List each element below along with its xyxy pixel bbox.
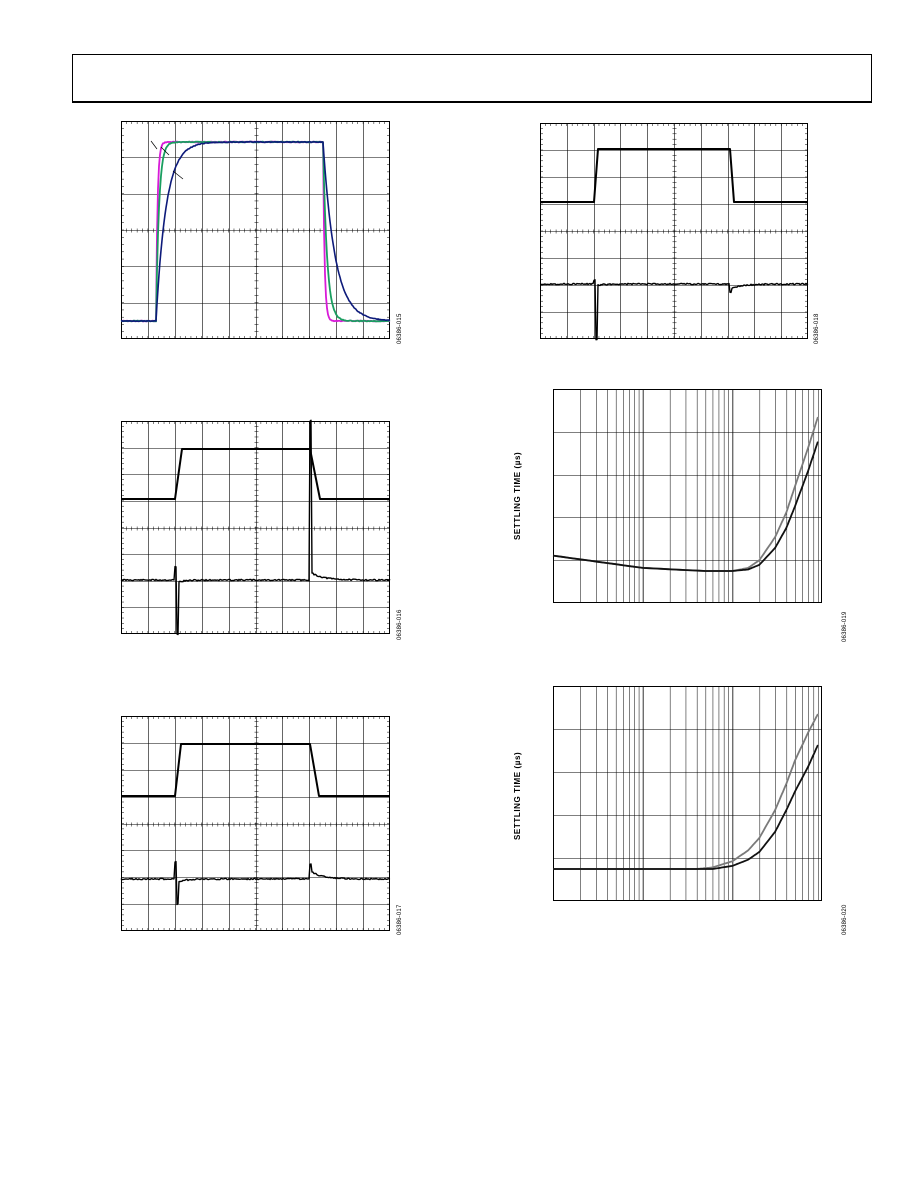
trace-pointer-arrow-2 [160,146,170,156]
figure-6-settling-plot [553,686,822,901]
response-trace-3 [120,140,391,323]
figure-1-id: 06386-015 [397,313,403,345]
figure-6-id: 06386-020 [842,904,848,936]
plot-frame [553,686,822,901]
figure-1-svg [120,121,391,339]
figure-6-ylabel: SETTLING TIME (µs) [513,751,522,840]
figure-1-scope-plot [120,121,391,339]
figure-3-svg [120,716,391,931]
figure-6-svg [553,686,822,901]
figure-4-scope-plot [539,123,809,341]
figure-4-svg [539,123,809,341]
step-input-trace [540,148,808,203]
settling-error-trace [120,860,391,906]
figure-5-svg [552,389,822,603]
trace-pointer-arrow-3 [172,170,184,180]
page-header-box [72,54,872,103]
figure-4-id: 06386-018 [814,313,820,345]
figure-2-scope-plot [120,419,391,636]
figure-2-id: 06386-016 [397,609,403,641]
figure-5-id: 06386-019 [842,611,848,643]
step-input-trace [121,448,390,500]
settling-curve-2 [553,744,819,870]
figure-5-ylabel: SETTLING TIME (µs) [513,451,522,540]
figure-3-scope-plot [120,716,391,931]
figure-5-settling-plot [552,389,822,603]
settling-curve-2 [552,441,819,572]
figure-2-svg [120,419,391,636]
settling-curve-1 [552,416,819,572]
settling-error-trace [120,419,391,636]
trace-pointer-arrow-1 [150,140,158,150]
settling-curve-1 [553,713,819,870]
settling-error-trace [539,279,809,341]
step-input-trace [121,743,390,797]
plot-frame [553,389,822,603]
figure-3-id: 06386-017 [397,904,403,936]
